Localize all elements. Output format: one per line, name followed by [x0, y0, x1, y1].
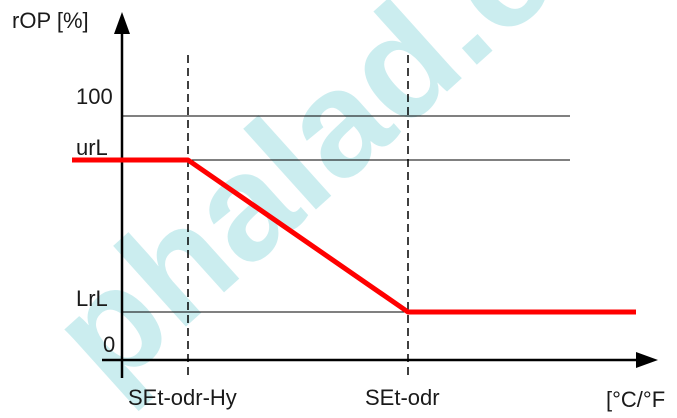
x-axis-arrow-icon — [636, 352, 658, 368]
output-curve — [72, 157, 636, 315]
x-marker-left-label: SEt-odr-Hy — [128, 385, 237, 410]
y-axis-label: rOP [%] — [12, 8, 89, 33]
level-label-100: 100 — [76, 84, 113, 109]
x-marker-right-label: SEt-odr — [365, 385, 440, 410]
level-label-upper: urL — [76, 135, 108, 160]
level-label-zero: 0 — [103, 332, 115, 357]
x-axis-label: [°C/°F — [606, 387, 665, 412]
y-axis-arrow-icon — [114, 12, 130, 34]
level-label-lower: LrL — [76, 286, 108, 311]
